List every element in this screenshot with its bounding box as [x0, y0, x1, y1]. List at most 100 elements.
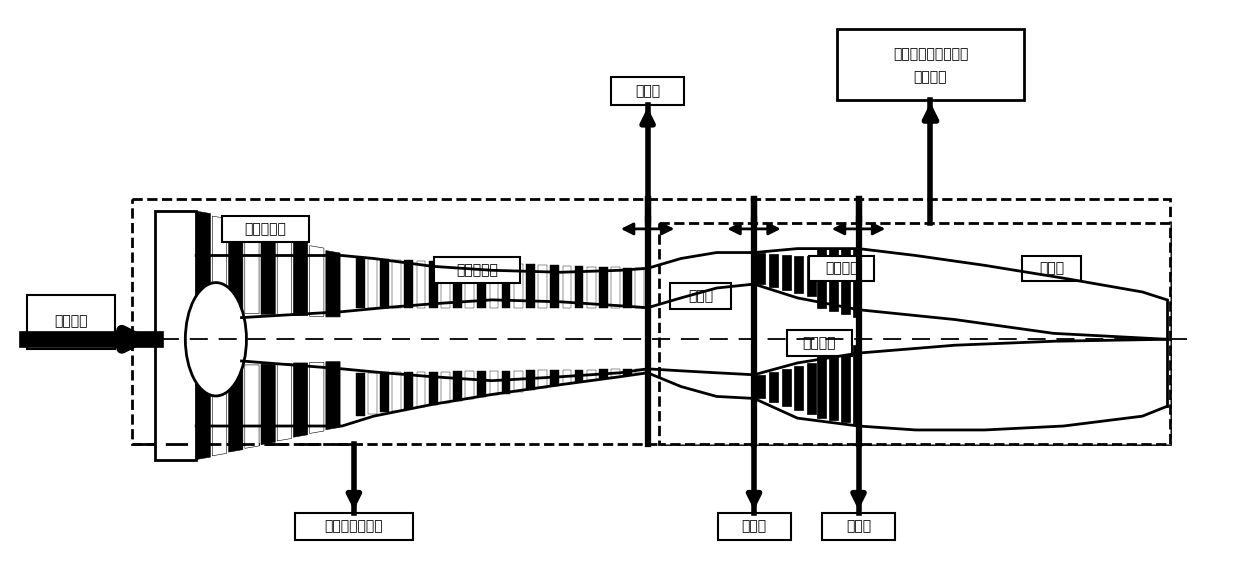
Polygon shape [196, 367, 211, 459]
Bar [155, 211, 196, 459]
Text: 进口边界: 进口边界 [55, 314, 88, 328]
Polygon shape [513, 371, 522, 392]
Polygon shape [513, 264, 522, 308]
Polygon shape [212, 216, 227, 313]
Bar [837, 29, 1024, 100]
Polygon shape [441, 372, 450, 403]
Polygon shape [356, 373, 365, 416]
Polygon shape [278, 236, 291, 315]
Bar [1022, 256, 1081, 281]
Polygon shape [538, 370, 547, 388]
Polygon shape [781, 255, 791, 290]
Polygon shape [356, 259, 365, 308]
Polygon shape [830, 351, 838, 420]
Polygon shape [587, 267, 595, 308]
Bar [26, 295, 115, 349]
Polygon shape [769, 253, 777, 287]
Polygon shape [563, 266, 572, 308]
Polygon shape [526, 264, 534, 308]
Polygon shape [196, 211, 211, 311]
Polygon shape [817, 249, 826, 308]
Polygon shape [795, 256, 804, 293]
Polygon shape [841, 348, 849, 422]
Polygon shape [551, 265, 559, 308]
Polygon shape [769, 372, 777, 403]
Polygon shape [841, 249, 849, 314]
Polygon shape [310, 362, 324, 433]
Polygon shape [453, 371, 461, 401]
Polygon shape [326, 251, 340, 317]
Polygon shape [429, 372, 438, 405]
Text: 高压渦轮: 高压渦轮 [802, 336, 836, 350]
Polygon shape [465, 371, 474, 399]
Polygon shape [477, 263, 486, 308]
Bar [133, 200, 1171, 444]
Polygon shape [551, 370, 559, 386]
Polygon shape [574, 266, 583, 308]
Polygon shape [795, 366, 804, 410]
Text: 高压压气机: 高压压气机 [456, 263, 498, 277]
Bar [222, 216, 309, 242]
Polygon shape [635, 269, 645, 308]
Text: 二维多子平行发动机: 二维多子平行发动机 [893, 48, 968, 61]
Polygon shape [490, 371, 498, 396]
Polygon shape [502, 263, 511, 308]
Polygon shape [807, 256, 816, 296]
Polygon shape [404, 260, 413, 308]
Polygon shape [441, 262, 450, 308]
Bar [611, 77, 684, 105]
Polygon shape [563, 370, 572, 384]
Bar [822, 513, 895, 541]
Polygon shape [611, 369, 620, 376]
Polygon shape [417, 260, 425, 308]
Polygon shape [807, 363, 816, 414]
Polygon shape [429, 261, 438, 308]
Polygon shape [294, 241, 308, 316]
Polygon shape [294, 363, 308, 437]
Polygon shape [853, 249, 862, 317]
Polygon shape [368, 259, 377, 308]
Text: 三维彻体力模型: 三维彻体力模型 [325, 520, 383, 534]
Polygon shape [260, 231, 275, 314]
Polygon shape [817, 354, 826, 418]
Polygon shape [756, 252, 765, 284]
Polygon shape [599, 369, 608, 378]
Polygon shape [599, 267, 608, 308]
Text: 燃烧室: 燃烧室 [688, 289, 713, 303]
Polygon shape [228, 365, 243, 452]
Bar [434, 258, 521, 283]
Polygon shape [624, 369, 632, 375]
Polygon shape [574, 369, 583, 382]
Polygon shape [502, 371, 511, 394]
Polygon shape [477, 371, 486, 397]
Polygon shape [526, 371, 534, 390]
Polygon shape [465, 262, 474, 308]
Text: 交接面: 交接面 [635, 84, 660, 98]
Text: 交接面: 交接面 [742, 520, 766, 534]
Polygon shape [381, 259, 389, 308]
Polygon shape [260, 364, 275, 445]
Polygon shape [278, 364, 291, 441]
Bar [718, 513, 791, 541]
Polygon shape [244, 226, 259, 314]
Polygon shape [781, 369, 791, 407]
Polygon shape [490, 263, 498, 308]
Text: 低压压气机: 低压压气机 [244, 222, 286, 236]
Polygon shape [417, 372, 425, 407]
Polygon shape [404, 372, 413, 409]
Bar [810, 256, 874, 281]
Text: 交接面: 交接面 [846, 520, 870, 534]
Text: 低压渦轮: 低压渦轮 [825, 262, 858, 275]
Polygon shape [392, 372, 401, 411]
Polygon shape [453, 262, 461, 308]
Polygon shape [587, 369, 595, 380]
Polygon shape [830, 249, 838, 311]
Polygon shape [853, 345, 862, 424]
Text: 部件模型: 部件模型 [914, 70, 947, 84]
Polygon shape [624, 268, 632, 308]
Text: 尾喷管: 尾喷管 [1039, 262, 1064, 275]
Polygon shape [756, 375, 765, 398]
Polygon shape [212, 366, 227, 456]
Polygon shape [611, 267, 620, 308]
Bar [786, 331, 852, 356]
